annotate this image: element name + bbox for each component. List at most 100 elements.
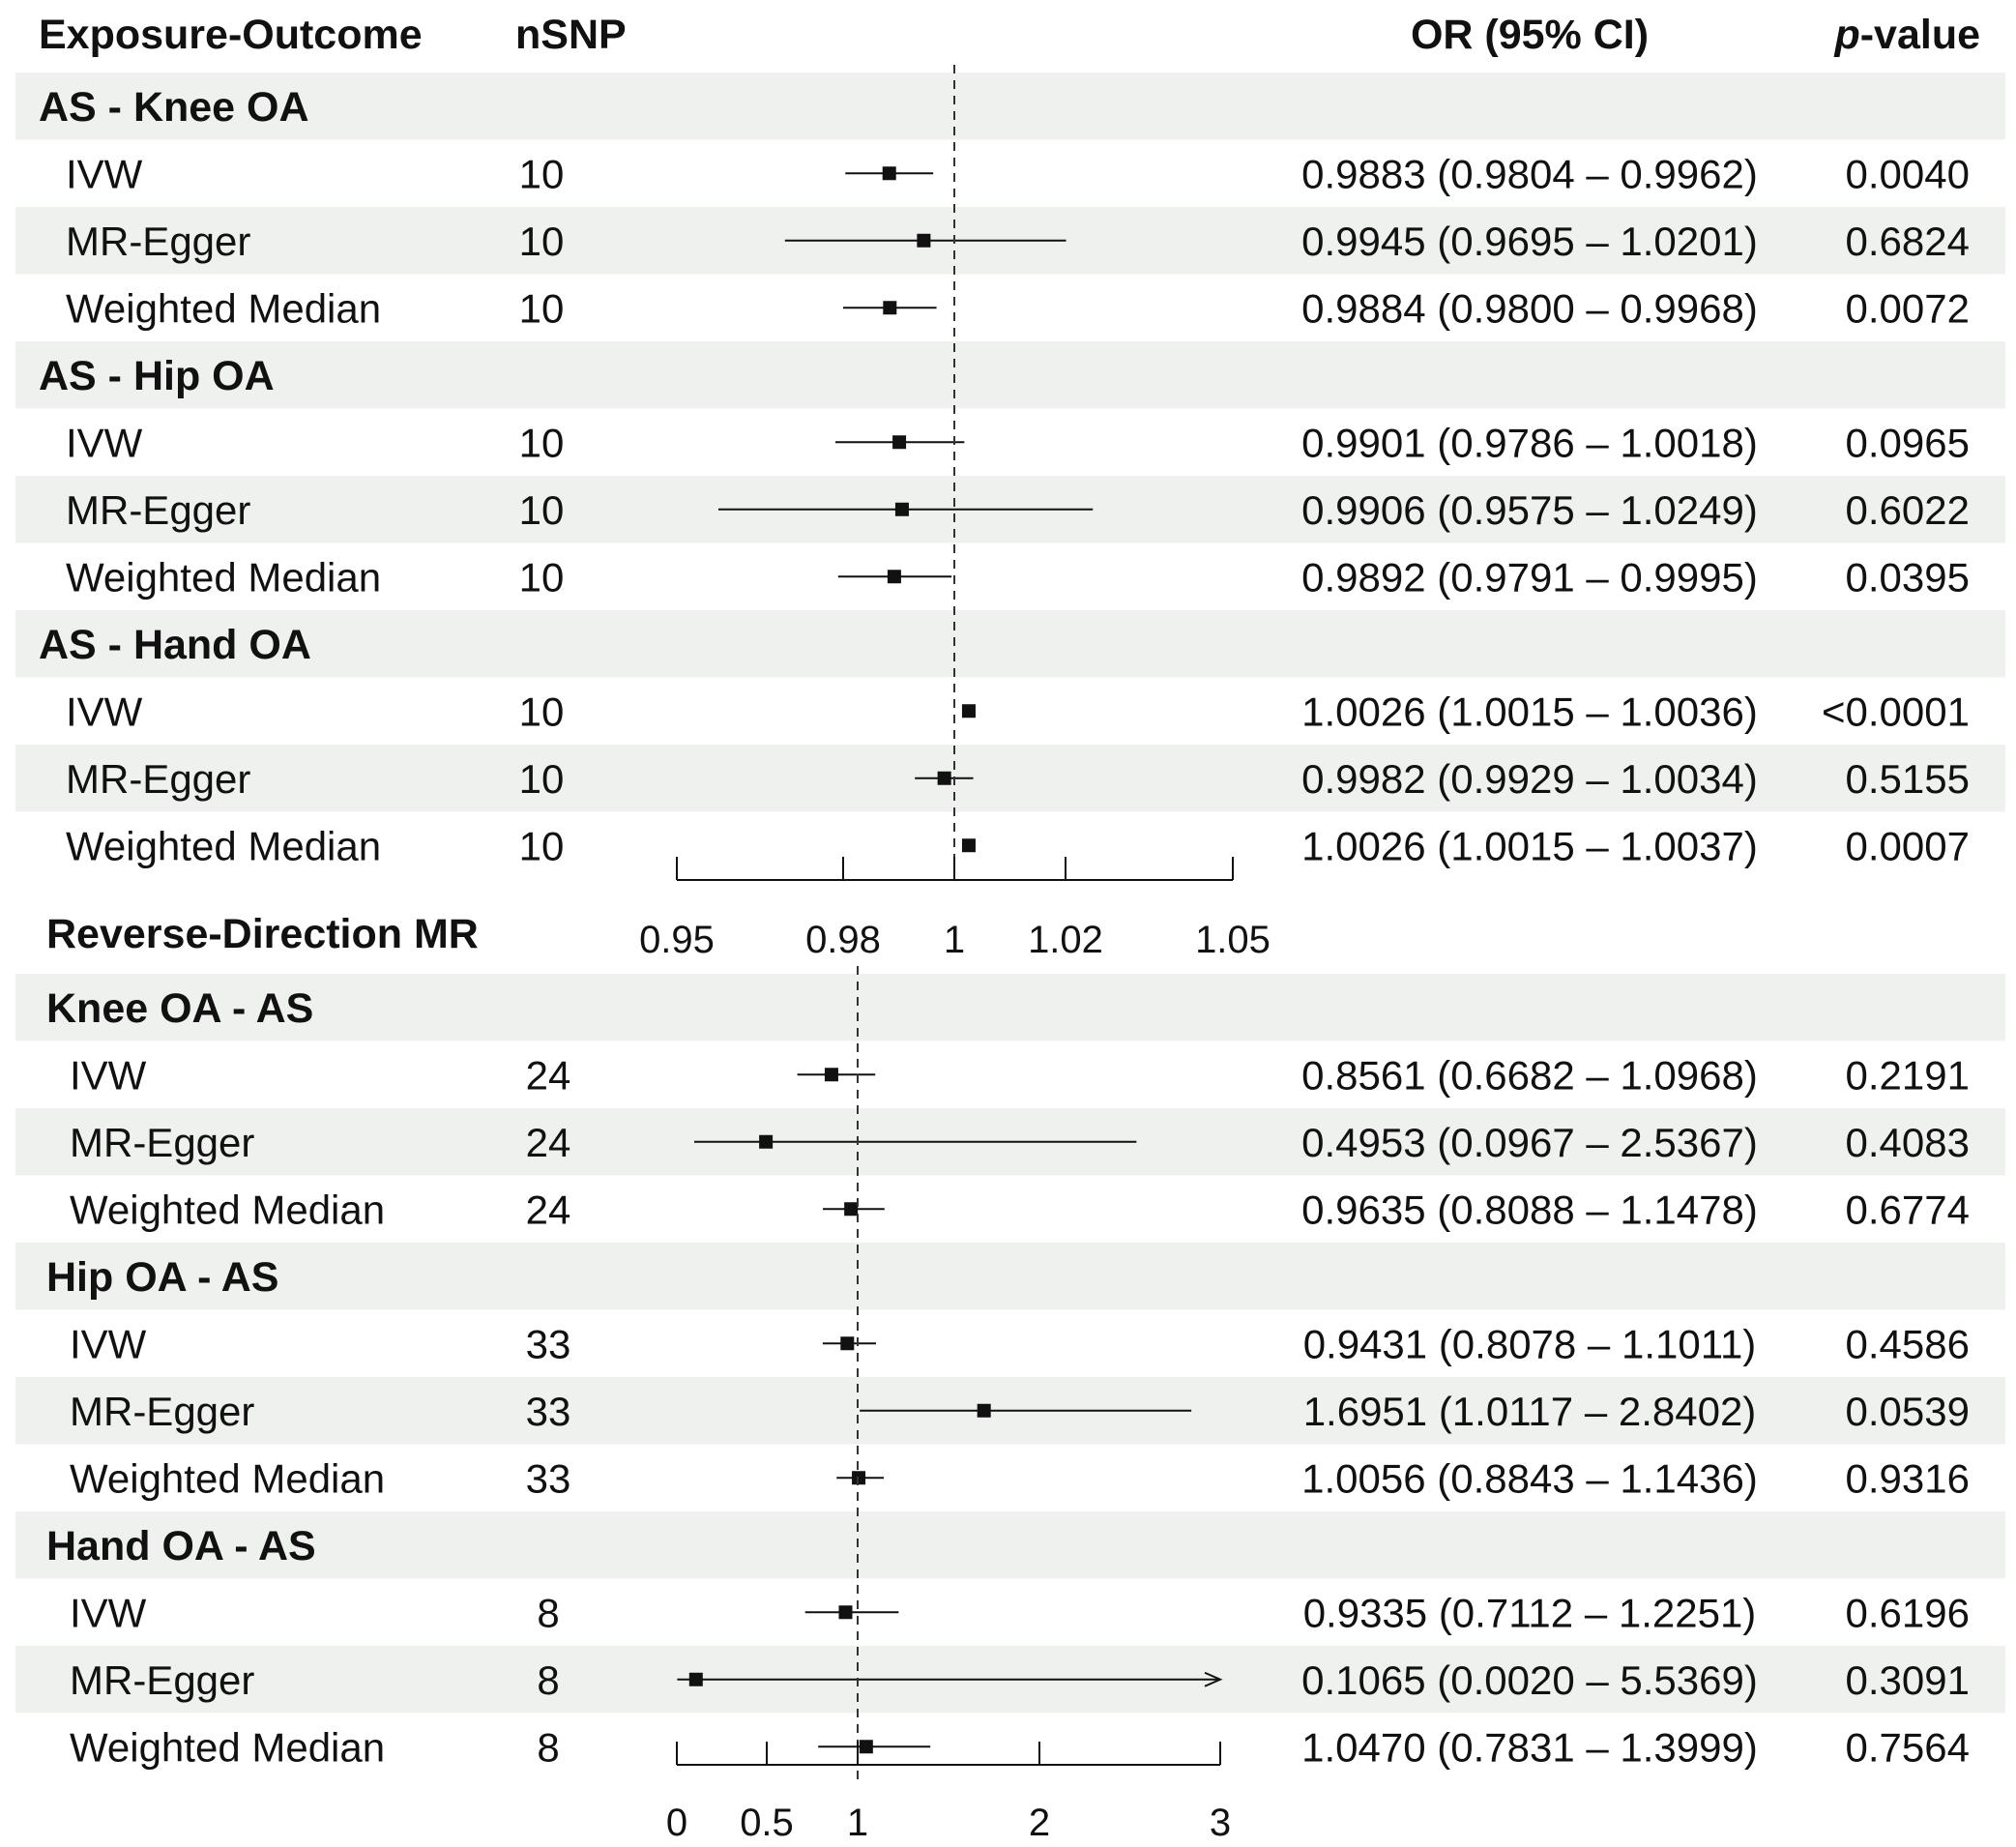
- or-ci-value: 0.8561 (0.6682 – 1.0968): [1301, 1052, 1758, 1098]
- x-tick-label: 3: [1210, 1802, 1231, 1844]
- p-value: 0.6774: [1846, 1187, 1970, 1232]
- nsnp-value: 33: [526, 1321, 571, 1366]
- p-value: <0.0001: [1822, 689, 1970, 734]
- or-ci-value: 0.9892 (0.9791 – 0.9995): [1301, 554, 1758, 600]
- row-shading-bands: [15, 73, 2005, 1714]
- x-tick-label: 0.5: [740, 1802, 794, 1844]
- point-estimate: [824, 1068, 838, 1082]
- nsnp-value: 8: [537, 1590, 559, 1635]
- header-or-ci: OR (95% CI): [1411, 12, 1649, 58]
- or-ci-value: 1.0026 (1.0015 – 1.0036): [1301, 689, 1758, 734]
- x-tick-label: 1: [847, 1802, 868, 1844]
- nsnp-value: 24: [526, 1120, 571, 1165]
- x-tick-label: 2: [1029, 1802, 1050, 1844]
- p-value: 0.2191: [1846, 1052, 1970, 1098]
- p-value: 0.9316: [1846, 1455, 1970, 1501]
- group-band: [15, 610, 2005, 678]
- point-estimate: [894, 502, 909, 516]
- x-tick-label: 0.98: [805, 919, 881, 961]
- method-label: MR-Egger: [66, 219, 250, 264]
- group-band: [15, 1511, 2005, 1579]
- p-value: 0.5155: [1846, 756, 1970, 802]
- method-label: IVW: [66, 689, 143, 734]
- p-value: 0.0395: [1846, 554, 1970, 600]
- nsnp-value: 10: [519, 487, 565, 533]
- or-ci-value: 0.9945 (0.9695 – 1.0201): [1301, 219, 1758, 264]
- point-estimate: [852, 1471, 866, 1485]
- nsnp-value: 10: [519, 420, 565, 465]
- method-label: IVW: [70, 1052, 147, 1098]
- method-label: MR-Egger: [70, 1389, 254, 1434]
- method-label: IVW: [70, 1590, 147, 1635]
- nsnp-value: 10: [519, 554, 565, 600]
- row-band: [15, 745, 2005, 812]
- nsnp-value: 10: [519, 756, 565, 802]
- p-value: 0.0007: [1846, 823, 1970, 868]
- header-p-italic: p: [1833, 12, 1859, 58]
- nsnp-value: 10: [519, 219, 565, 264]
- p-value: 0.6022: [1846, 487, 1970, 533]
- p-value: 0.0072: [1846, 285, 1970, 331]
- method-label: MR-Egger: [70, 1120, 254, 1165]
- group-band: [15, 73, 2005, 140]
- or-ci-value: 0.1065 (0.0020 – 5.5369): [1301, 1657, 1758, 1703]
- point-estimate: [887, 570, 901, 584]
- point-estimate: [838, 1605, 853, 1620]
- p-value: 0.0040: [1846, 151, 1970, 196]
- x-tick-label: 0.95: [639, 919, 715, 961]
- method-label: Weighted Median: [66, 285, 381, 331]
- point-estimate: [688, 1672, 703, 1686]
- header-p-value: p-value: [1833, 12, 1980, 58]
- or-ci-value: 0.9906 (0.9575 – 1.0249): [1301, 487, 1758, 533]
- group-label: Hand OA - AS: [46, 1523, 316, 1569]
- x-tick-label: 1.02: [1028, 919, 1103, 961]
- group-band: [15, 341, 2005, 409]
- p-value: 0.4083: [1846, 1120, 1970, 1165]
- or-ci-value: 0.9901 (0.9786 – 1.0018): [1301, 420, 1758, 465]
- method-label: Weighted Median: [70, 1724, 385, 1770]
- point-estimate: [759, 1134, 774, 1149]
- point-estimate: [977, 1403, 991, 1418]
- p-value: 0.0965: [1846, 420, 1970, 465]
- panel-forward-mr: AS - Knee OA IVW 10 0.9883 (0.9804 – 0.9962…: [39, 65, 1970, 961]
- nsnp-value: 33: [526, 1455, 571, 1501]
- group-label: AS - Hand OA: [39, 622, 311, 668]
- point-estimate: [882, 166, 896, 181]
- or-ci-value: 0.9884 (0.9800 – 0.9968): [1301, 285, 1758, 331]
- p-value: 0.3091: [1846, 1657, 1970, 1703]
- ci-arrow: [1204, 1671, 1223, 1687]
- p-value: 0.7564: [1846, 1724, 1970, 1770]
- group-band: [15, 974, 2005, 1041]
- group-label: AS - Hip OA: [39, 353, 275, 399]
- or-ci-value: 0.9431 (0.8078 – 1.1011): [1303, 1321, 1757, 1366]
- group-label: Knee OA - AS: [46, 985, 313, 1032]
- method-label: MR-Egger: [66, 487, 250, 533]
- or-ci-value: 1.0056 (0.8843 – 1.1436): [1301, 1455, 1758, 1501]
- nsnp-value: 24: [526, 1052, 571, 1098]
- method-label: Weighted Median: [66, 823, 381, 868]
- header-exposure-outcome: Exposure-Outcome: [39, 12, 423, 58]
- p-value: 0.4586: [1846, 1321, 1970, 1366]
- point-estimate: [961, 838, 976, 853]
- nsnp-value: 8: [537, 1657, 559, 1703]
- point-estimate: [937, 771, 951, 785]
- method-label: IVW: [66, 151, 143, 196]
- table-header: Exposure-Outcome nSNP OR (95% CI) p-valu…: [39, 12, 1980, 58]
- group-label: AS - Knee OA: [39, 84, 309, 131]
- point-estimate: [917, 233, 931, 248]
- method-label: Weighted Median: [70, 1187, 385, 1232]
- method-label: IVW: [66, 420, 143, 465]
- nsnp-value: 24: [526, 1187, 571, 1232]
- point-estimate: [883, 301, 897, 315]
- method-label: Weighted Median: [66, 554, 381, 600]
- point-estimate: [840, 1336, 855, 1351]
- or-ci-value: 1.6951 (1.0117 – 2.8402): [1303, 1389, 1757, 1434]
- or-ci-value: 0.9635 (0.8088 – 1.1478): [1301, 1187, 1758, 1232]
- nsnp-value: 10: [519, 689, 565, 734]
- p-value: 0.6824: [1846, 219, 1970, 264]
- or-ci-value: 0.4953 (0.0967 – 2.5367): [1301, 1120, 1758, 1165]
- x-tick-label: 1.05: [1195, 919, 1271, 961]
- x-tick-label: 0: [666, 1802, 687, 1844]
